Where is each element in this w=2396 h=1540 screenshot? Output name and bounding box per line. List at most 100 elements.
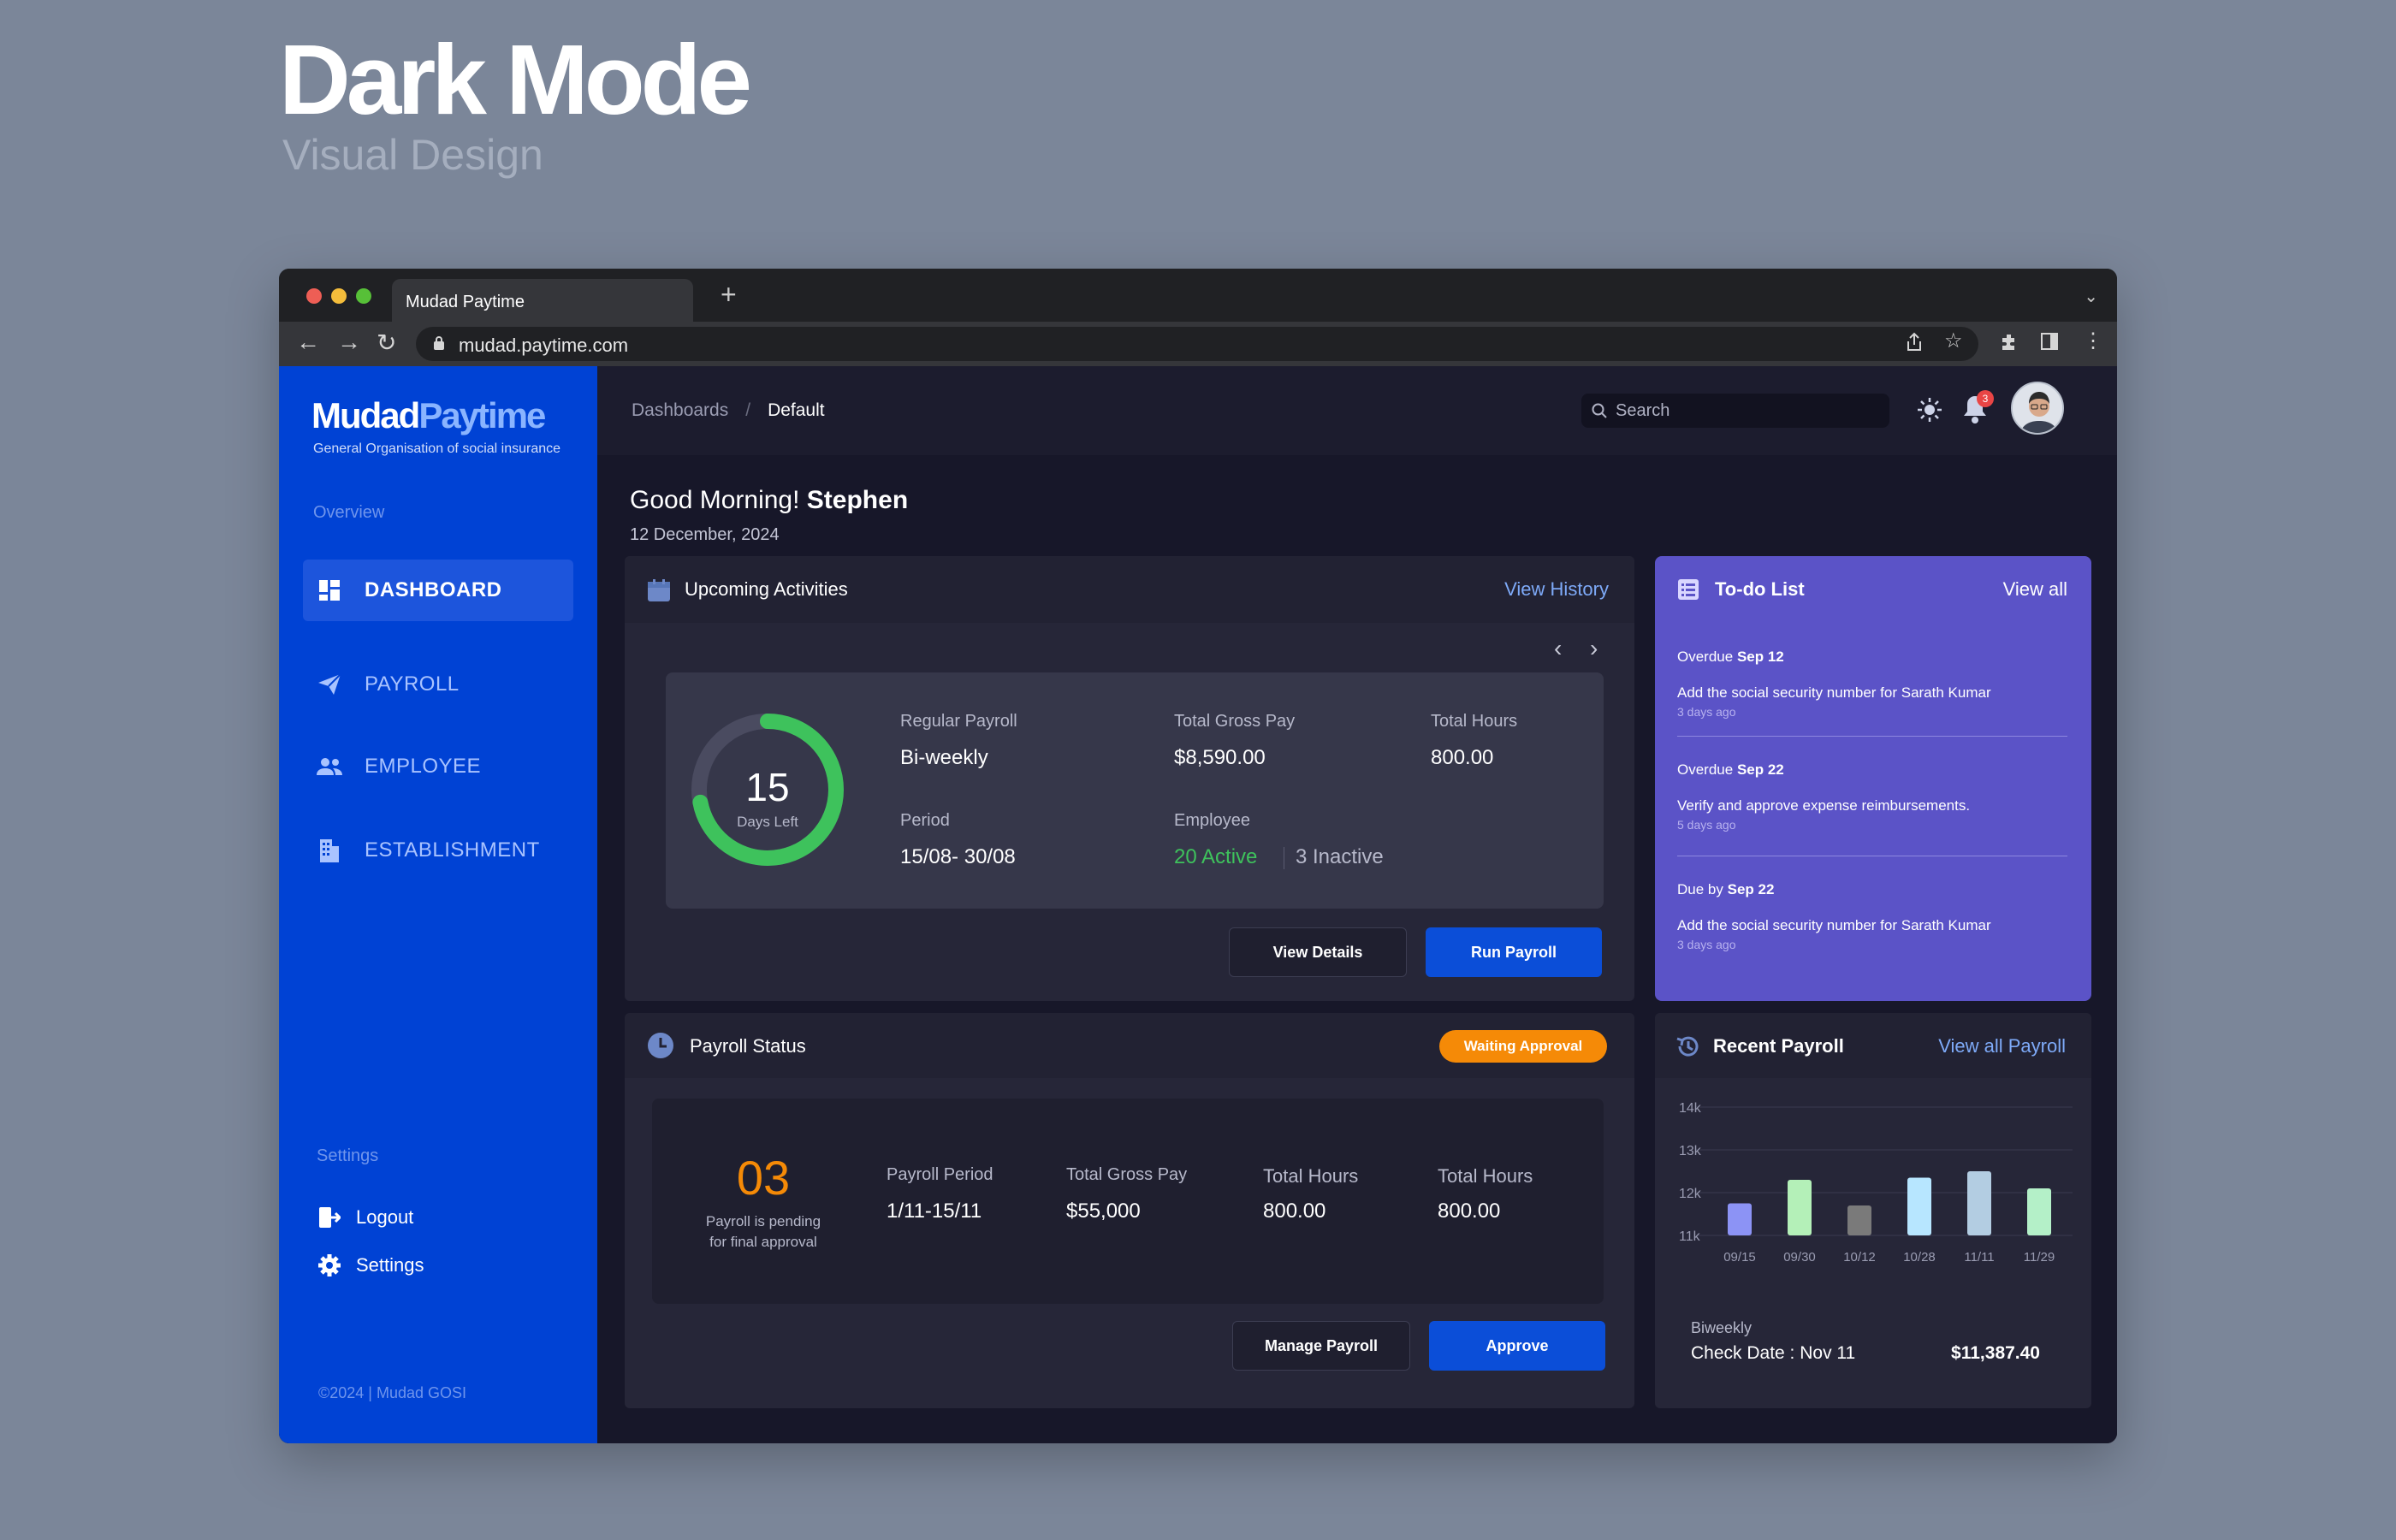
app-area: MudadPaytime General Organisation of soc… <box>279 366 2117 1443</box>
view-all-payroll-link[interactable]: View all Payroll <box>1938 1035 2066 1057</box>
url-field[interactable]: mudad.paytime.com <box>416 327 1978 361</box>
x-tick-label: 11/11 <box>1964 1250 1994 1265</box>
todo-item-ago: 3 days ago <box>1677 705 1736 719</box>
todo-item-text[interactable]: Add the social security number for Sarat… <box>1677 684 1991 701</box>
close-window-button[interactable] <box>306 288 322 304</box>
sidebar-item-employee[interactable]: EMPLOYEE <box>303 736 573 797</box>
payroll-period-label: Payroll Period <box>887 1165 993 1184</box>
bar-10/28[interactable] <box>1907 1177 1931 1236</box>
greeting: Good Morning! Stephen <box>630 486 908 515</box>
x-tick-label: 10/12 <box>1843 1250 1876 1265</box>
calendar-icon <box>648 579 670 601</box>
logout-button[interactable]: Logout <box>317 1205 413 1230</box>
sidebar-item-establishment[interactable]: ESTABLISHMENT <box>303 820 573 881</box>
list-icon <box>1678 579 1699 600</box>
x-tick-label: 10/28 <box>1903 1250 1936 1265</box>
card-title: Recent Payroll <box>1713 1035 1844 1057</box>
browser-window: Mudad Paytime + ⌄ ← → ↻ mudad.paytime.co… <box>279 269 2117 1443</box>
employee-label: Employee <box>1174 811 1250 830</box>
run-payroll-button[interactable]: Run Payroll <box>1426 927 1602 977</box>
building-icon <box>317 838 342 863</box>
total-hours-label: Total Hours <box>1438 1165 1533 1187</box>
logo[interactable]: MudadPaytime <box>311 395 546 436</box>
star-icon[interactable]: ☆ <box>1944 329 1963 352</box>
maximize-window-button[interactable] <box>356 288 371 304</box>
chevron-right-icon[interactable]: › <box>1590 635 1598 661</box>
chevron-down-icon[interactable]: ⌄ <box>2084 287 2098 306</box>
sidepanel-icon[interactable] <box>2040 332 2059 351</box>
back-icon[interactable]: ← <box>296 329 320 355</box>
gross-pay-value: $8,590.00 <box>1174 746 1266 769</box>
card-header: Payroll Status Waiting Approval <box>625 1013 1634 1078</box>
logout-label: Logout <box>356 1206 414 1228</box>
forward-icon[interactable]: → <box>337 329 361 355</box>
settings-section-label: Settings <box>317 1146 379 1165</box>
sidebar-item-label: EMPLOYEE <box>365 755 482 778</box>
upcoming-activities-card: Upcoming Activities View History ‹ › 15 … <box>625 556 1634 1001</box>
breadcrumb-separator: / <box>745 400 751 420</box>
send-icon <box>317 672 342 697</box>
regular-payroll-label: Regular Payroll <box>900 712 1017 731</box>
browser-tabbar: Mudad Paytime + ⌄ <box>279 269 2117 322</box>
logo-accent: Paytime <box>418 395 546 435</box>
frequency-label: Biweekly <box>1691 1319 1753 1336</box>
manage-payroll-button[interactable]: Manage Payroll <box>1232 1321 1410 1371</box>
todo-item-text[interactable]: Verify and approve expense reimbursement… <box>1677 797 1971 814</box>
minimize-window-button[interactable] <box>331 288 347 304</box>
settings-button[interactable]: Settings <box>317 1253 424 1278</box>
sun-icon[interactable] <box>1917 397 1942 423</box>
y-tick-label: 11k <box>1679 1229 1701 1244</box>
recent-payroll-chart: 14k 13k 12k 11k 09/15 09/30 10/12 10/28 11/11 11/… <box>1679 1101 2073 1265</box>
reload-icon[interactable]: ↻ <box>377 329 397 356</box>
share-icon[interactable] <box>1905 332 1924 352</box>
todo-title: To-do List <box>1715 578 1805 600</box>
pending-count: 03 <box>736 1151 791 1205</box>
sidebar-item-label: DASHBOARD <box>365 578 502 601</box>
view-details-button[interactable]: View Details <box>1229 927 1407 977</box>
todo-item-text[interactable]: Add the social security number for Sarat… <box>1677 917 1991 933</box>
search-placeholder: Search <box>1616 401 1670 420</box>
card-title: Upcoming Activities <box>685 578 848 600</box>
card-header: Recent Payroll View all Payroll <box>1655 1013 2091 1078</box>
bar-11/29[interactable] <box>2027 1188 2051 1235</box>
clock-icon <box>648 1033 673 1058</box>
total-hours-label: Total Hours <box>1431 712 1518 731</box>
logout-icon <box>317 1205 342 1230</box>
bar-10/12[interactable] <box>1847 1205 1871 1235</box>
status-badge: Waiting Approval <box>1439 1030 1607 1063</box>
approve-button[interactable]: Approve <box>1429 1321 1605 1371</box>
y-tick-label: 13k <box>1679 1144 1702 1158</box>
period-label: Period <box>900 811 950 830</box>
search-icon <box>1592 403 1607 418</box>
new-tab-button[interactable]: + <box>721 279 737 310</box>
bar-11/11[interactable] <box>1967 1171 1991 1235</box>
bar-09/30[interactable] <box>1788 1180 1812 1235</box>
total-hours-value: 800.00 <box>1438 1199 1501 1223</box>
payroll-amount: $11,387.40 <box>1951 1343 2040 1363</box>
sidebar-item-payroll[interactable]: PAYROLL <box>303 654 573 715</box>
menu-icon[interactable]: ⋮ <box>2083 329 2103 352</box>
y-tick-label: 14k <box>1679 1101 1702 1116</box>
payroll-period-value: 1/11-15/11 <box>887 1199 982 1223</box>
regular-payroll-value: Bi-weekly <box>900 746 988 769</box>
avatar[interactable] <box>2011 382 2064 435</box>
topbar: Dashboards / Default Search 3 <box>597 366 2117 455</box>
browser-tab[interactable]: Mudad Paytime <box>392 279 693 322</box>
view-all-link[interactable]: View all <box>2002 578 2067 600</box>
breadcrumb-current: Default <box>768 400 825 420</box>
chevron-left-icon[interactable]: ‹ <box>1554 635 1563 661</box>
greeting-date: 12 December, 2024 <box>630 525 780 544</box>
gear-icon <box>317 1253 342 1278</box>
recent-payroll-card: Recent Payroll View all Payroll 14k 13k 12… <box>1655 1013 2091 1408</box>
y-tick-label: 12k <box>1679 1187 1702 1201</box>
extensions-icon[interactable] <box>1999 332 2019 352</box>
logo-subtitle: General Organisation of social insurance <box>313 441 561 456</box>
bar-09/15[interactable] <box>1728 1203 1752 1236</box>
pending-note: for final approval <box>709 1234 817 1250</box>
greeting-prefix: Good Morning! <box>630 486 800 514</box>
view-history-link[interactable]: View History <box>1504 578 1609 600</box>
breadcrumb-root[interactable]: Dashboards <box>632 400 729 420</box>
x-tick-label: 09/15 <box>1723 1250 1756 1265</box>
sidebar-item-dashboard[interactable]: DASHBOARD <box>303 560 573 621</box>
search-input[interactable]: Search <box>1581 394 1889 428</box>
